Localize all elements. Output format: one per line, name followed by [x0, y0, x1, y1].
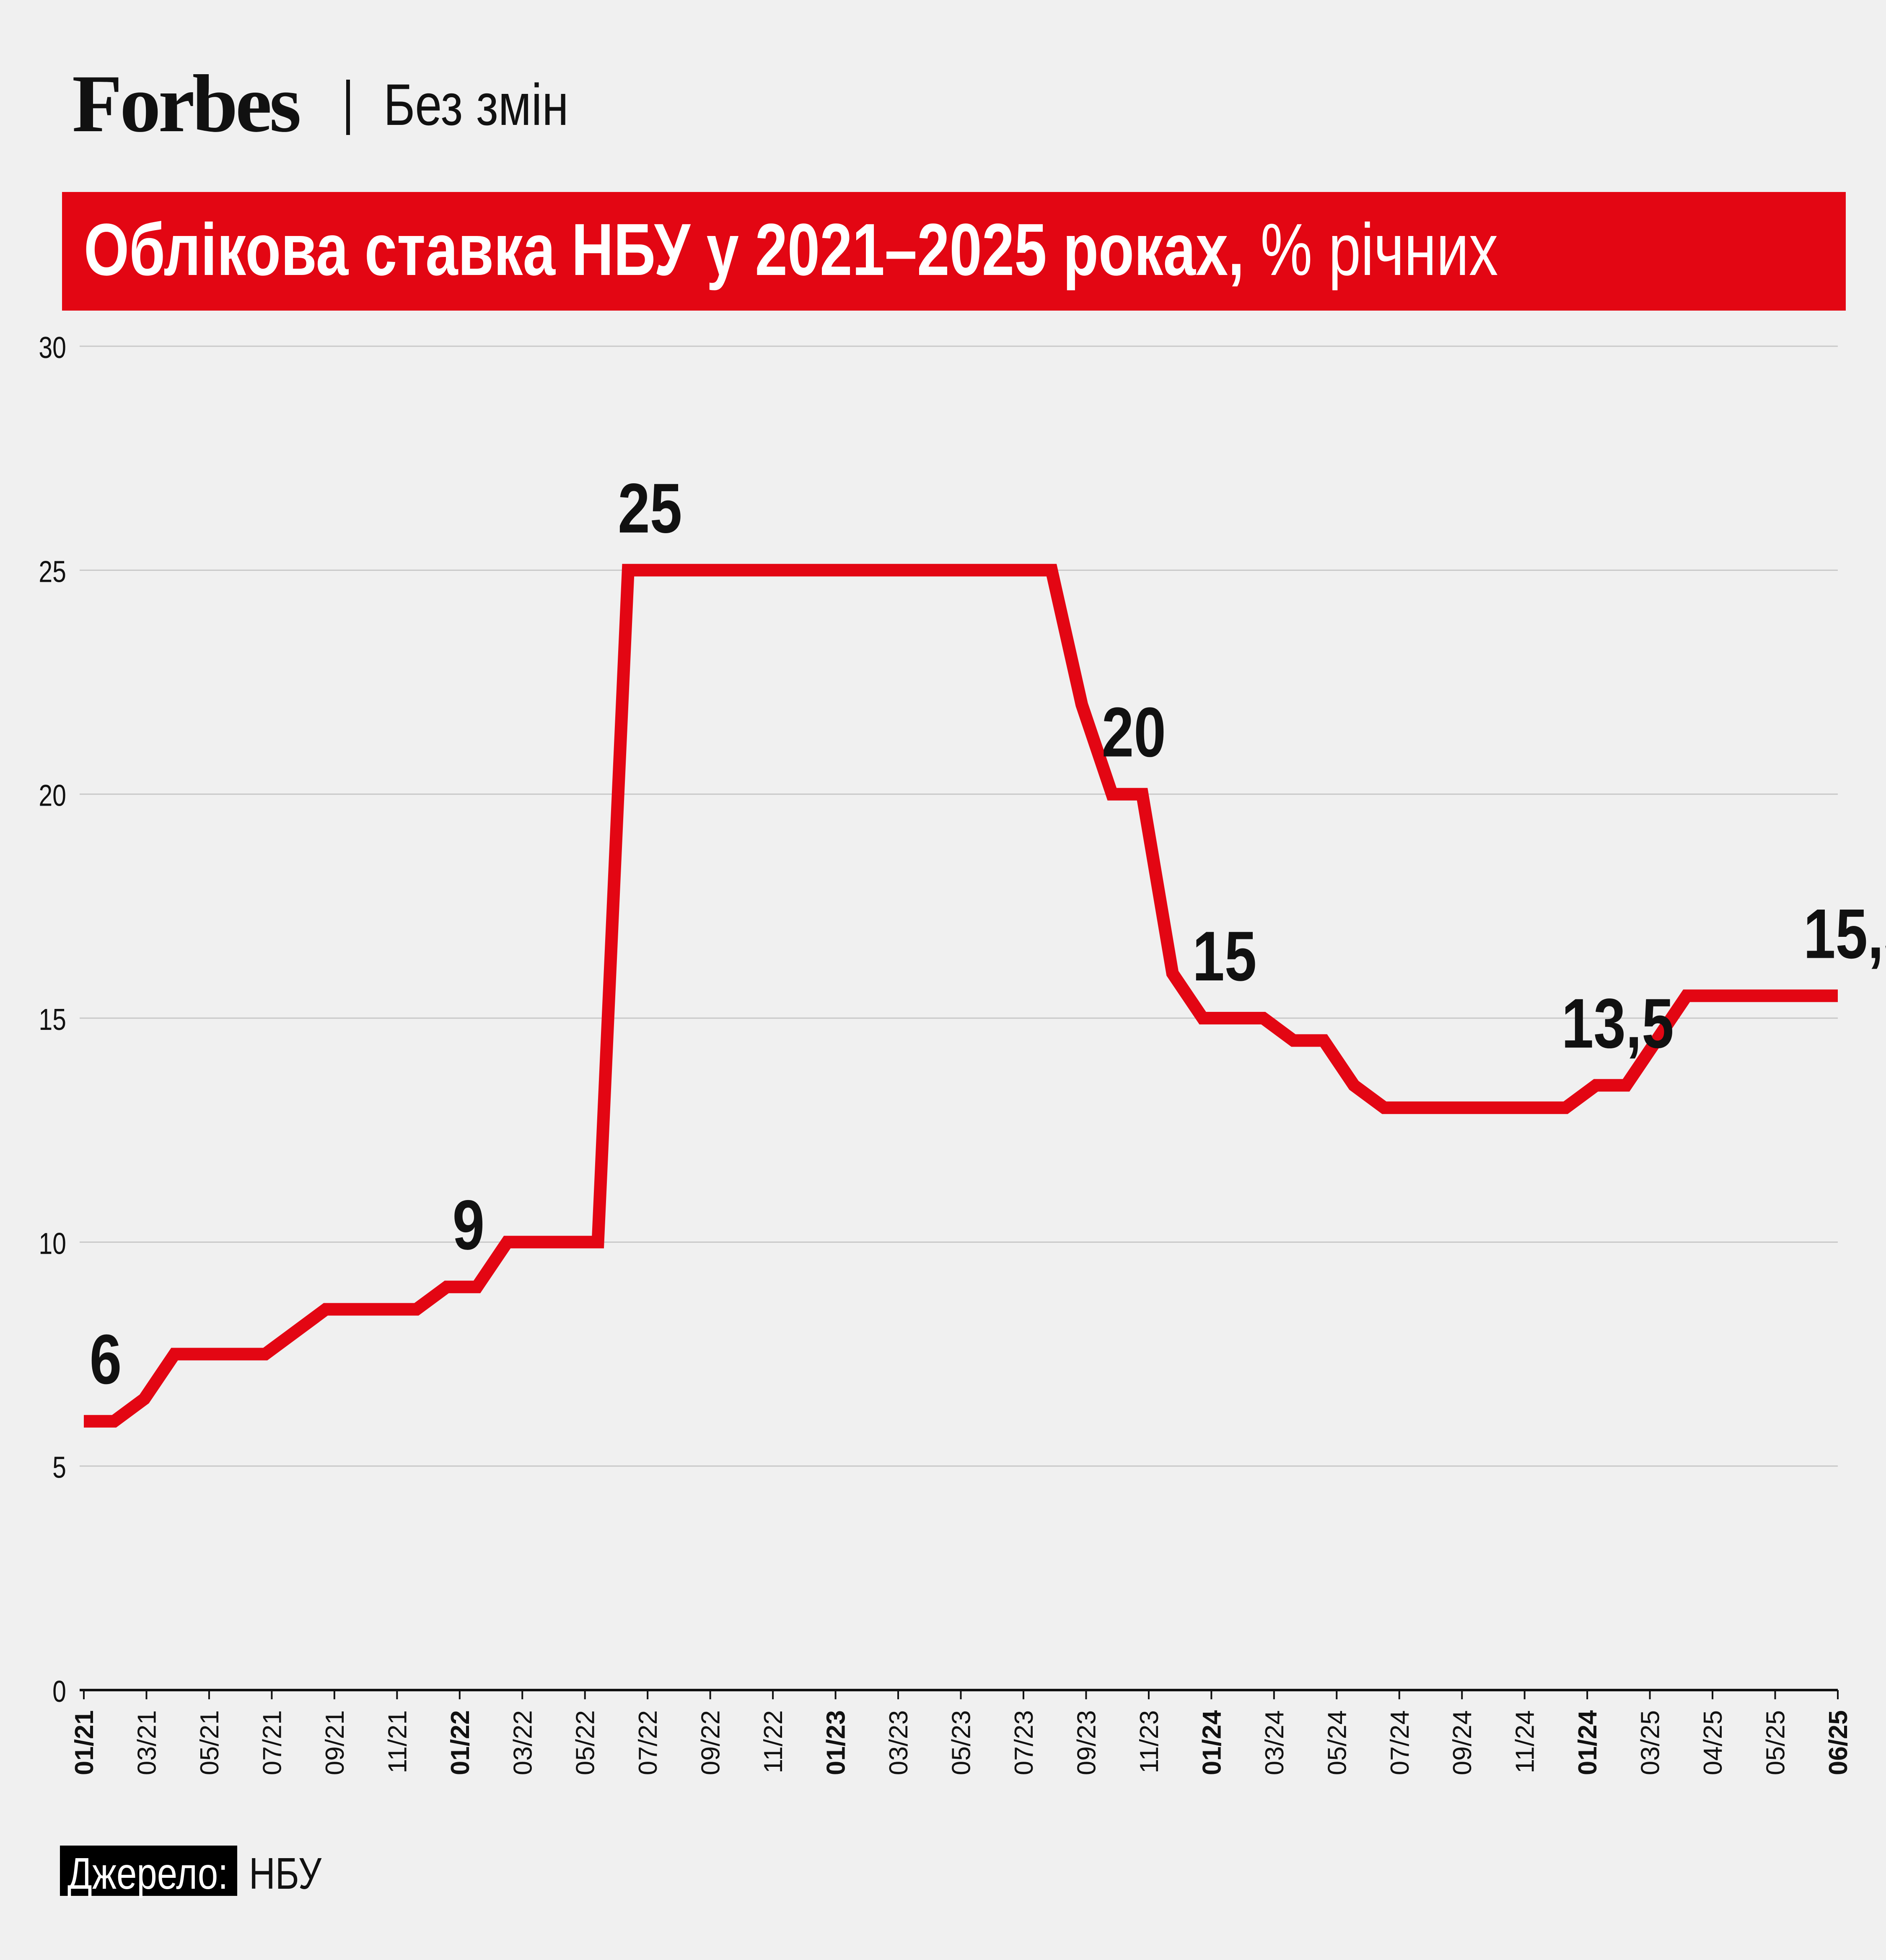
data-label: 15	[1192, 917, 1256, 996]
source-label-box: Джерело:	[60, 1846, 237, 1896]
data-label: 25	[618, 469, 682, 547]
chart-title: Облікова ставка НБУ у 2021–2025 роках, %…	[84, 213, 1498, 287]
x-tick-label: 09/21	[321, 1710, 350, 1775]
header-subtitle: Без змін	[383, 72, 569, 137]
x-tick-label: 03/23	[884, 1710, 913, 1775]
data-label: 15,5	[1803, 894, 1886, 973]
y-tick-label: 20	[39, 778, 66, 812]
x-tick-label: 07/23	[1010, 1710, 1039, 1775]
x-tick-label: 05/24	[1323, 1710, 1352, 1775]
forbes-logo: Forbes	[72, 58, 301, 149]
x-tick-label: 03/22	[508, 1710, 537, 1775]
x-tick-label: 03/24	[1260, 1710, 1289, 1775]
series-line-group	[84, 564, 1838, 1428]
y-tick-label: 0	[52, 1674, 66, 1708]
x-tick-label: 04/25	[1699, 1710, 1728, 1775]
data-label: 13,5	[1562, 984, 1674, 1063]
data-label: 9	[453, 1185, 485, 1264]
x-tick-label: 01/21	[70, 1710, 99, 1775]
source-label: Джерело:	[67, 1849, 228, 1898]
x-tick-label: 09/24	[1448, 1710, 1477, 1775]
x-tick-label: 01/23	[822, 1710, 851, 1775]
x-tick-label: 09/22	[697, 1710, 725, 1775]
x-tick-label: 11/22	[759, 1710, 788, 1773]
x-tick-label: 01/24	[1197, 1710, 1226, 1775]
y-tick-label: 25	[39, 555, 66, 589]
y-axis-ticks: 0 5 10 15 20 25 30	[39, 330, 66, 1708]
source-value: НБУ	[249, 1849, 322, 1898]
x-tick-label: 05/21	[195, 1710, 224, 1775]
x-axis-ticks: 01/21 03/21 05/21 07/21 09/21 11/21 01/22 03/22…	[70, 1690, 1853, 1775]
x-tick-label: 07/24	[1386, 1710, 1414, 1775]
x-tick-label: 07/21	[258, 1710, 287, 1775]
x-tick-label: 03/25	[1636, 1710, 1665, 1775]
data-labels: 6 9 25 20 15 13,5 15,5	[90, 469, 1886, 1399]
y-tick-label: 15	[39, 1002, 66, 1036]
chart-title-bar: Облікова ставка НБУ у 2021–2025 роках, %…	[62, 192, 1846, 311]
x-tick-label: 05/25	[1762, 1710, 1790, 1775]
x-tick-label: 11/21	[383, 1710, 412, 1773]
y-tick-label: 10	[39, 1226, 66, 1260]
y-tick-label: 30	[39, 330, 66, 364]
x-tick-label: 01/22	[446, 1710, 475, 1775]
x-tick-label: 05/22	[571, 1710, 600, 1775]
y-tick-label: 5	[52, 1450, 66, 1484]
x-tick-label: 03/21	[132, 1710, 161, 1775]
series-line	[84, 564, 1838, 1428]
x-tick-label: 11/23	[1135, 1710, 1164, 1773]
data-label: 6	[90, 1320, 122, 1399]
header-separator	[346, 80, 350, 135]
x-tick-label: 01/24	[1573, 1710, 1602, 1775]
x-tick-label: 05/23	[947, 1710, 976, 1775]
gridlines	[80, 345, 1838, 1691]
data-label: 20	[1102, 693, 1166, 772]
x-tick-label: 09/23	[1072, 1710, 1101, 1775]
x-tick-label: 07/22	[634, 1710, 663, 1775]
x-tick-label: 11/24	[1511, 1710, 1540, 1773]
chart-title-main: Облікова ставка НБУ у 2021–2025 роках,	[84, 209, 1244, 291]
x-tick-label: 06/25	[1824, 1710, 1853, 1775]
chart-title-unit: % річних	[1260, 209, 1498, 291]
